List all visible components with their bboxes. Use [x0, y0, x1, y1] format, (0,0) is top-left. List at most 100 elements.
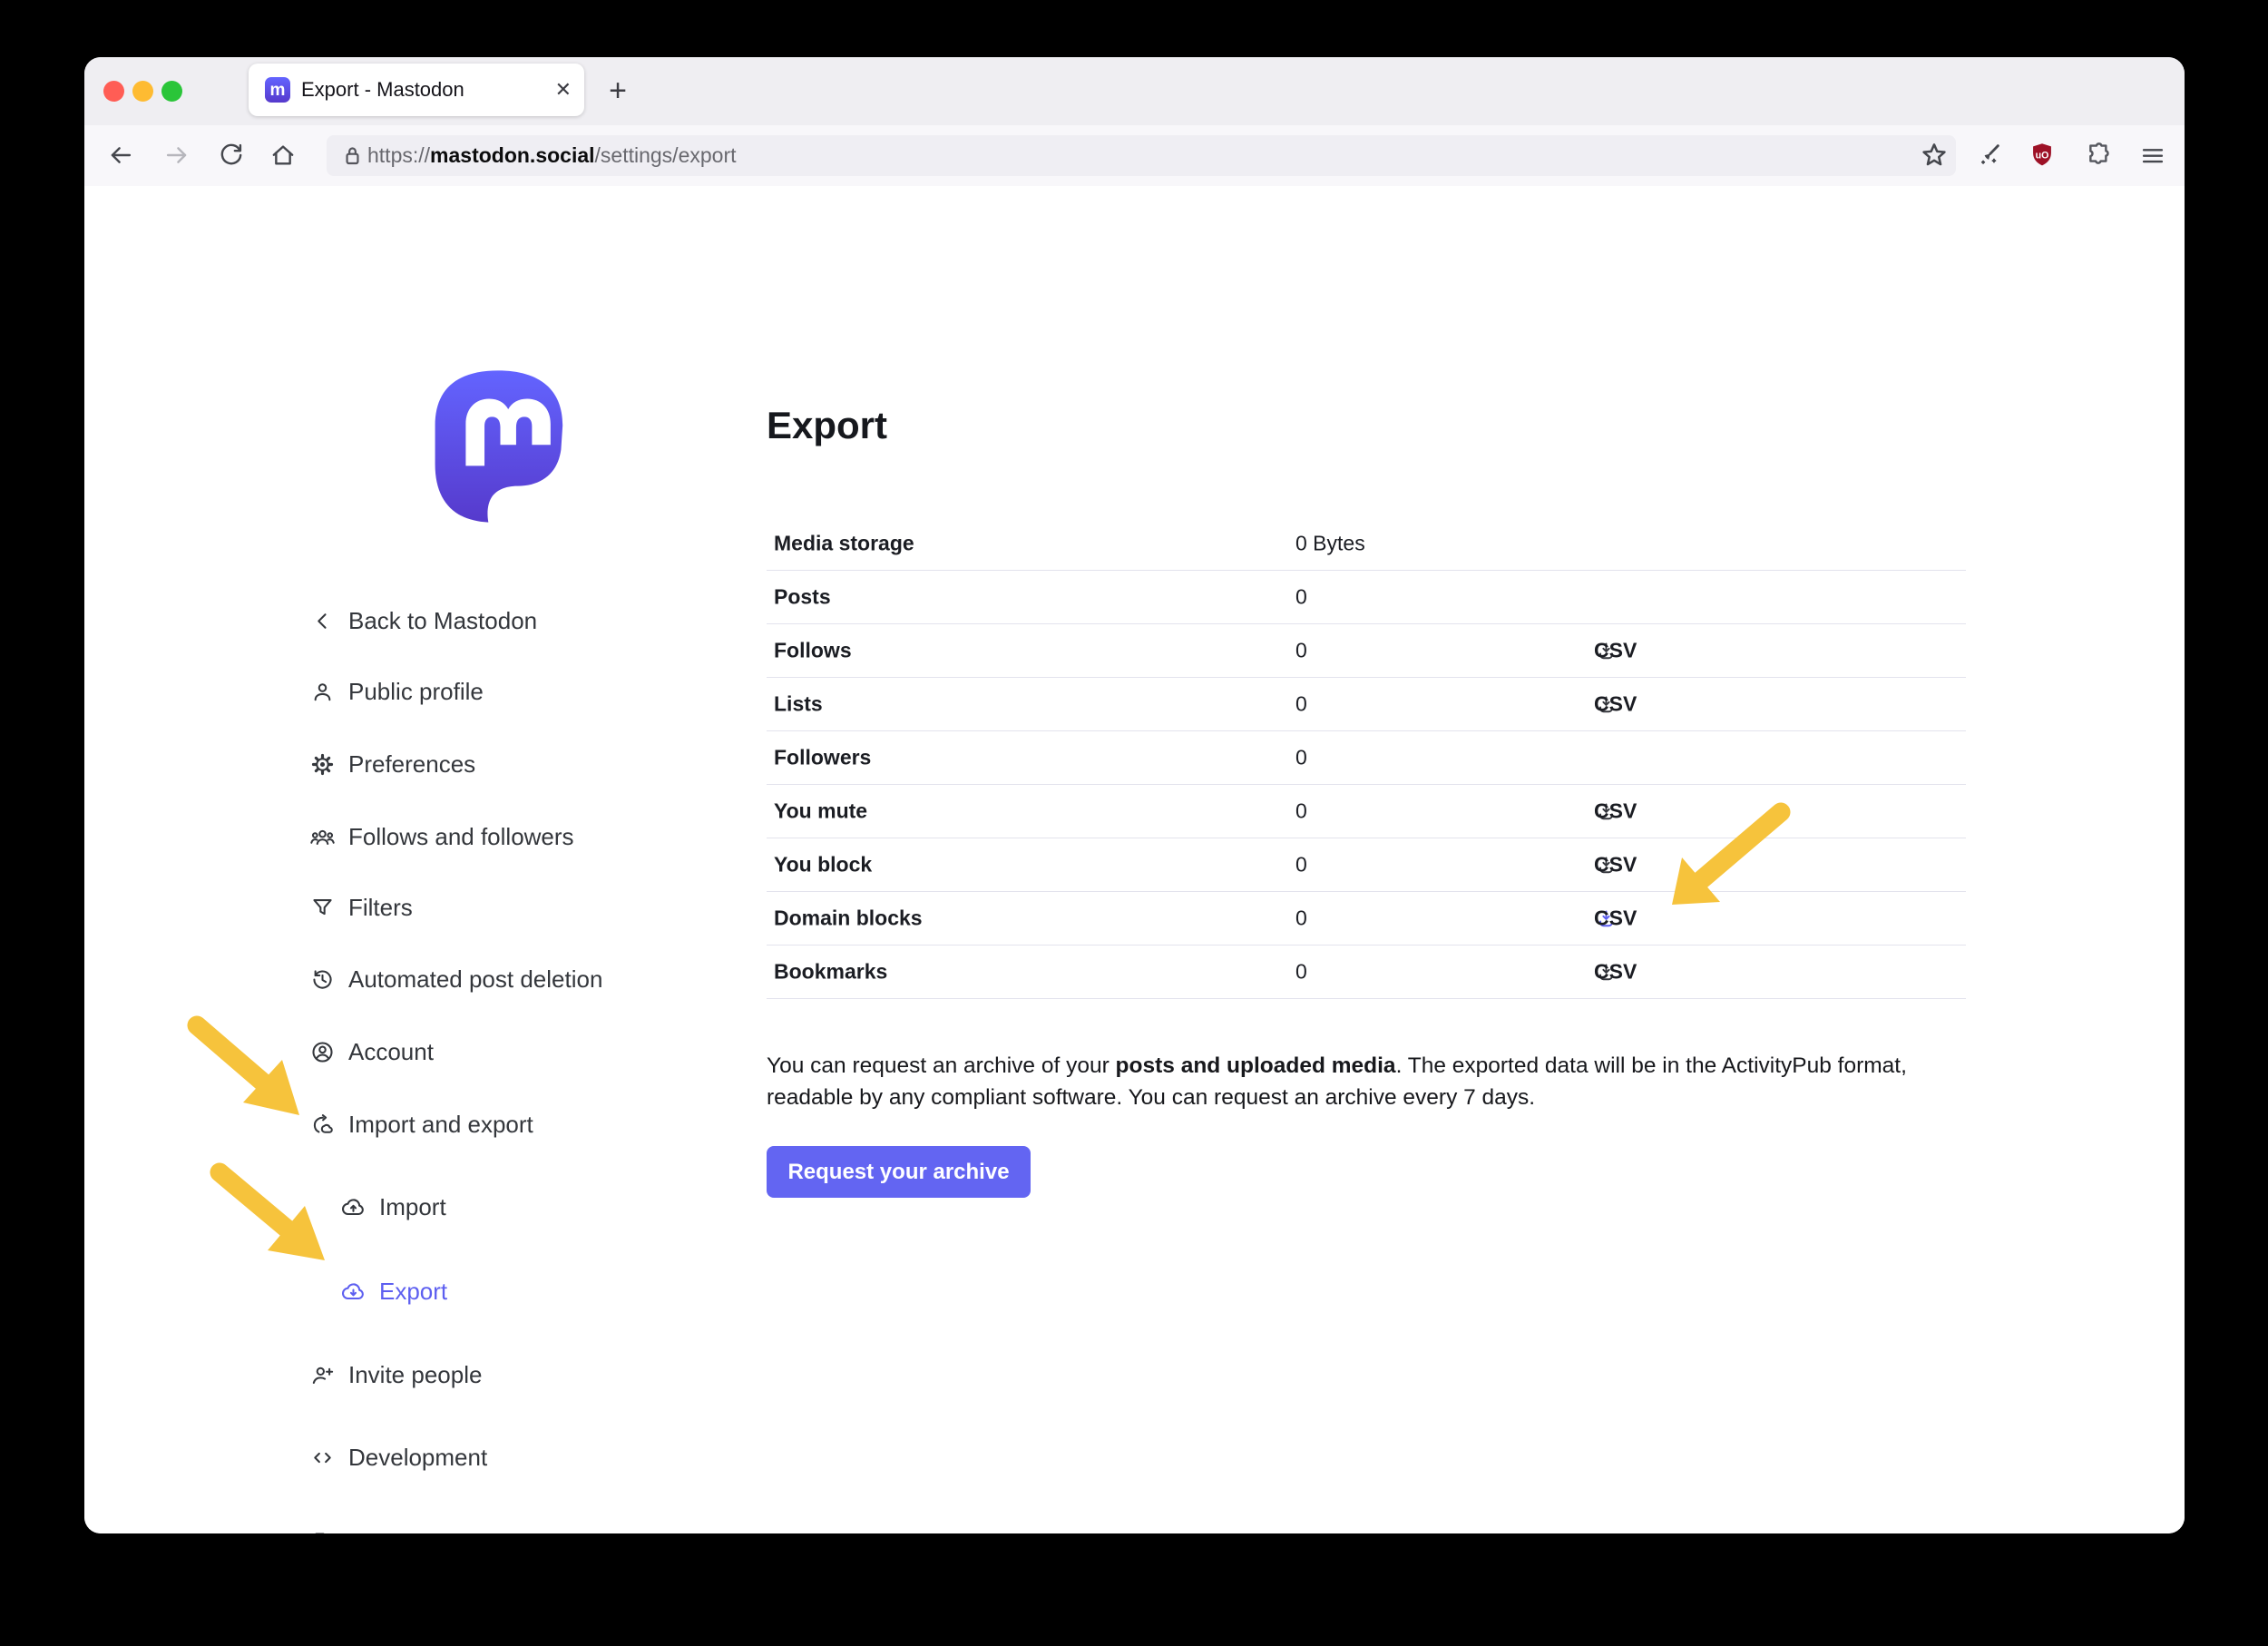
table-row-followers: Followers 0 — [767, 731, 1966, 785]
table-row-domain-blocks: Domain blocks 0 CSV — [767, 892, 1966, 945]
sidebar-item-public-profile[interactable]: Public profile — [309, 671, 484, 711]
sidebar-item-import[interactable]: Import — [340, 1187, 446, 1227]
row-value: 0 — [1295, 959, 1307, 984]
cloud-sync-icon — [313, 1113, 333, 1133]
code-icon — [314, 1452, 331, 1463]
person-icon — [314, 682, 331, 701]
sidebar-item-automated-post-deletion[interactable]: Automated post deletion — [309, 959, 602, 999]
url-bar[interactable]: https://mastodon.social/settings/export — [327, 135, 1956, 176]
mastodon-favicon-icon: m — [265, 77, 290, 103]
tab-strip: m Export - Mastodon ✕ + — [84, 57, 2185, 125]
row-value: 0 — [1295, 852, 1307, 877]
browser-window: m Export - Mastodon ✕ + — [84, 57, 2185, 1533]
sidebar-item-logout[interactable]: Logout — [309, 1522, 421, 1533]
account-circle-icon — [312, 1041, 333, 1063]
logout-icon — [309, 1529, 336, 1534]
person-add-icon — [312, 1367, 334, 1384]
sidebar-item-label: Public profile — [348, 677, 484, 705]
ublock-shield-icon[interactable]: uO — [2019, 132, 2065, 178]
cloud-upload-icon — [342, 1198, 364, 1215]
row-value: 0 — [1295, 638, 1307, 662]
menu-hamburger-icon[interactable] — [2130, 132, 2175, 178]
chevron-left-icon — [318, 612, 327, 629]
tab-close-icon[interactable]: ✕ — [554, 78, 572, 101]
reload-button[interactable] — [209, 132, 254, 178]
sidebar-item-follows-and-followers[interactable]: Follows and followers — [309, 817, 574, 857]
archive-description-text: You can request an archive of your — [767, 1053, 1116, 1078]
row-value: 0 — [1295, 906, 1307, 930]
zoom-window-button[interactable] — [161, 81, 182, 102]
annotation-arrow-import-export — [187, 1015, 299, 1115]
download-icon — [1599, 695, 1613, 712]
table-row-you-block: You block 0 CSV — [767, 838, 1966, 892]
csv-download-link[interactable]: CSV — [1594, 945, 1637, 998]
row-value: 0 Bytes — [1295, 531, 1365, 555]
download-icon — [1599, 856, 1613, 873]
lock-icon — [338, 142, 367, 170]
table-row-media-storage: Media storage 0 Bytes — [767, 517, 1966, 571]
sidebar-item-label: Import — [379, 1192, 446, 1220]
table-row-follows: Follows 0 CSV — [767, 624, 1966, 678]
csv-label: CSV — [1594, 799, 1637, 823]
back-button[interactable] — [98, 132, 143, 178]
home-button[interactable] — [260, 132, 306, 178]
csv-download-link[interactable]: CSV — [1594, 678, 1637, 730]
sidebar-item-label: Account — [348, 1037, 434, 1065]
sidebar-item-label: Back to Mastodon — [348, 606, 538, 634]
row-label: Followers — [774, 745, 872, 769]
request-archive-button[interactable]: Request your archive — [767, 1146, 1031, 1198]
minimize-window-button[interactable] — [132, 81, 153, 102]
sidebar-item-back-to-mastodon[interactable]: Back to Mastodon — [309, 601, 537, 641]
new-tab-button[interactable]: + — [609, 73, 627, 108]
url-path: /settings/export — [594, 143, 737, 167]
download-icon — [1599, 802, 1613, 819]
row-value: 0 — [1295, 691, 1307, 716]
sidebar-item-filters[interactable]: Filters — [309, 887, 413, 927]
sidebar-item-account[interactable]: Account — [309, 1032, 434, 1072]
table-row-lists: Lists 0 CSV — [767, 678, 1966, 731]
row-label: Follows — [774, 638, 852, 662]
sidebar-item-label: Logout — [348, 1528, 421, 1534]
sidebar-item-development[interactable]: Development — [309, 1437, 487, 1477]
archive-description-bold: posts and uploaded media — [1115, 1053, 1396, 1078]
sidebar-item-preferences[interactable]: Preferences — [309, 744, 475, 784]
table-row-you-mute: You mute 0 CSV — [767, 785, 1966, 838]
gear-icon — [311, 753, 334, 775]
bookmark-star-icon[interactable] — [1918, 140, 1950, 172]
sidebar-item-label: Preferences — [348, 750, 476, 778]
navigation-toolbar: https://mastodon.social/settings/export … — [84, 125, 2185, 187]
csv-label: CSV — [1594, 852, 1637, 877]
sidebar-item-export[interactable]: Export — [340, 1271, 447, 1311]
close-window-button[interactable] — [103, 81, 124, 102]
forward-button[interactable] — [154, 132, 200, 178]
download-icon — [1599, 909, 1613, 926]
csv-download-link-domain-blocks[interactable]: CSV — [1594, 892, 1637, 945]
sidebar-item-label: Automated post deletion — [348, 965, 603, 993]
tab-export-mastodon[interactable]: m Export - Mastodon ✕ — [249, 64, 584, 116]
csv-download-link[interactable]: CSV — [1594, 785, 1637, 838]
url-scheme: https:// — [367, 143, 431, 167]
page-title: Export — [767, 404, 888, 446]
table-row-bookmarks: Bookmarks 0 CSV — [767, 945, 1966, 999]
table-row-posts: Posts 0 — [767, 571, 1966, 624]
row-label: You block — [774, 852, 873, 877]
sidebar-item-label: Invite people — [348, 1360, 483, 1388]
csv-label: CSV — [1594, 691, 1637, 716]
row-label: Domain blocks — [774, 906, 923, 930]
row-label: Media storage — [774, 531, 914, 555]
clear-data-broom-icon[interactable] — [1966, 132, 2011, 178]
row-value: 0 — [1295, 745, 1307, 769]
csv-download-link[interactable]: CSV — [1594, 624, 1637, 677]
annotation-arrow-export — [210, 1162, 325, 1260]
cloud-download-icon — [342, 1282, 364, 1299]
sidebar-item-import-and-export[interactable]: Import and export — [309, 1104, 533, 1144]
extensions-puzzle-icon[interactable] — [2075, 132, 2120, 178]
url-host: mastodon.social — [430, 143, 595, 167]
csv-label: CSV — [1594, 638, 1637, 662]
csv-download-link[interactable]: CSV — [1594, 838, 1637, 891]
row-label: Posts — [774, 584, 831, 609]
csv-label: CSV — [1594, 959, 1637, 984]
export-table: Media storage 0 Bytes Posts 0 Follows 0 … — [767, 517, 1966, 999]
sidebar-item-invite-people[interactable]: Invite people — [309, 1355, 482, 1395]
download-icon — [1599, 963, 1613, 980]
